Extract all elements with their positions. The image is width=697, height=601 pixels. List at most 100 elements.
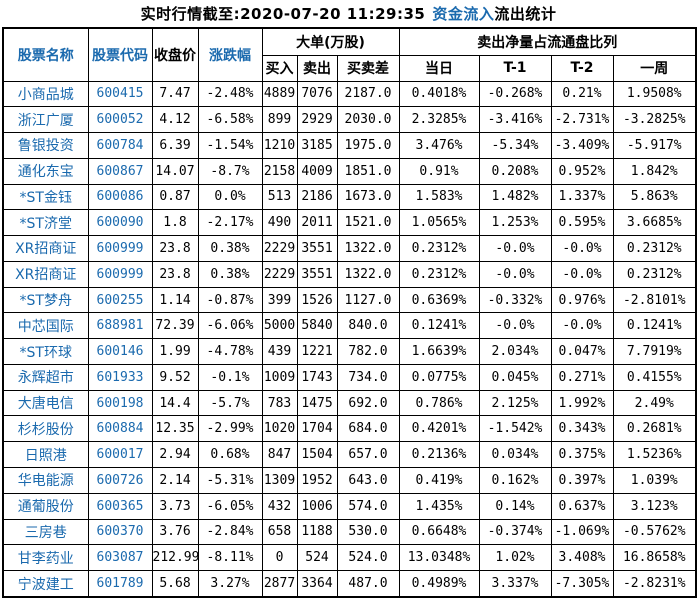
cell-change-pct: -0.87% (197, 286, 263, 314)
cell-stock-code[interactable]: 600255 (87, 286, 153, 314)
cell-stock-name[interactable]: 小商品城 (2, 80, 89, 108)
cell-close-price: 72.39 (151, 312, 199, 340)
header-close-price: 收盘价 (151, 27, 199, 82)
table-row: 通化东宝 600867 14.07 -8.7% 2158 4009 1851.0… (2, 157, 697, 185)
cell-close-price: 7.47 (151, 80, 199, 108)
cell-stock-code[interactable]: 600884 (87, 415, 153, 443)
cell-close-price: 1.99 (151, 338, 199, 365)
cell-buy-volume: 1020 (261, 415, 298, 443)
cell-stock-name[interactable]: *ST金钰 (2, 183, 89, 211)
table-row: 宁波建工 601789 5.68 3.27% 2877 3364 487.0 0… (2, 570, 697, 598)
cell-change-pct: -2.17% (197, 209, 263, 237)
table-row: 通葡股份 600365 3.73 -6.05% 432 1006 574.0 1… (2, 492, 697, 520)
cell-net-sell-week: 16.8658% (612, 544, 697, 572)
cell-stock-name[interactable]: 通化东宝 (2, 157, 89, 185)
cell-net-sell-t1: 3.337% (478, 570, 552, 598)
cell-stock-name[interactable]: 大唐电信 (2, 389, 89, 417)
header-row-sub: 买入 卖出 买卖差 当日 T-1 T-2 一周 (3, 54, 697, 82)
cell-sell-volume: 2186 (296, 183, 338, 211)
cell-stock-name[interactable]: 宁波建工 (2, 570, 89, 598)
header-stock-name[interactable]: 股票名称 (2, 27, 89, 82)
cell-close-price: 0.87 (151, 183, 199, 211)
cell-net-sell-t2: 0.375% (550, 441, 614, 468)
cell-stock-code[interactable]: 688981 (87, 312, 153, 340)
cell-sell-volume: 1188 (296, 518, 338, 546)
cell-buy-volume: 0 (261, 544, 298, 572)
cell-stock-code[interactable]: 601789 (87, 570, 153, 598)
cell-sell-volume: 2011 (296, 209, 338, 237)
cell-stock-code[interactable]: 600415 (87, 80, 153, 108)
cell-buy-volume: 2229 (261, 235, 298, 262)
header-change-pct[interactable]: 涨跌幅 (197, 27, 263, 82)
cell-stock-code[interactable]: 600052 (87, 106, 153, 134)
cell-sell-volume: 1221 (296, 338, 338, 365)
header-group-net-sell-ratio: 卖出净量占流通盘比列 (398, 27, 697, 56)
cell-stock-name[interactable]: 杉杉股份 (2, 415, 89, 443)
cell-buy-sell-diff: 1851.0 (336, 157, 400, 185)
header-buy: 买入 (261, 54, 298, 82)
cell-net-sell-week: 1.9508% (612, 80, 697, 108)
cell-net-sell-t1: -0.268% (478, 80, 552, 108)
cell-buy-sell-diff: 574.0 (336, 492, 400, 520)
cell-sell-volume: 1006 (296, 492, 338, 520)
cell-stock-name[interactable]: 甘李药业 (2, 544, 89, 572)
cell-buy-volume: 513 (261, 183, 298, 211)
cell-change-pct: -6.05% (197, 492, 263, 520)
table-body: 小商品城 600415 7.47 -2.48% 4889 7076 2187.0… (2, 80, 697, 598)
cell-stock-code[interactable]: 600017 (87, 441, 153, 468)
header-stock-code[interactable]: 股票代码 (87, 27, 153, 82)
cell-stock-code[interactable]: 600784 (87, 132, 153, 159)
cell-change-pct: -2.84% (197, 518, 263, 546)
cell-net-sell-today: 1.583% (398, 183, 480, 211)
cell-stock-name[interactable]: *ST环球 (2, 338, 89, 365)
cell-buy-sell-diff: 734.0 (336, 363, 400, 391)
cell-stock-name[interactable]: *ST梦舟 (2, 286, 89, 314)
cell-stock-name[interactable]: 三房巷 (2, 518, 89, 546)
cell-sell-volume: 1475 (296, 389, 338, 417)
cell-change-pct: -5.31% (197, 466, 263, 494)
cell-stock-code[interactable]: 600198 (87, 389, 153, 417)
cell-stock-name[interactable]: XR招商证 (2, 260, 89, 288)
cell-close-price: 14.4 (151, 389, 199, 417)
cell-net-sell-week: 3.123% (612, 492, 697, 520)
cell-net-sell-week: -2.8101% (612, 286, 697, 314)
cell-stock-name[interactable]: 华电能源 (2, 466, 89, 494)
cell-stock-name[interactable]: *ST济堂 (2, 209, 89, 237)
cell-net-sell-today: 1.0565% (398, 209, 480, 237)
cell-net-sell-week: 0.2312% (612, 260, 697, 288)
cell-stock-name[interactable]: 日照港 (2, 441, 89, 468)
header-one-week: 一周 (612, 54, 697, 82)
cell-stock-code[interactable]: 600726 (87, 466, 153, 494)
cell-net-sell-today: 0.4201% (398, 415, 480, 443)
cell-stock-code[interactable]: 600867 (87, 157, 153, 185)
cell-net-sell-week: -0.5762% (612, 518, 697, 546)
cell-stock-name[interactable]: 永辉超市 (2, 363, 89, 391)
stock-flow-table: 股票名称 股票代码 收盘价 涨跌幅 大单(万股) 卖出净量占流通盘比列 买入 卖… (2, 27, 697, 598)
cell-stock-code[interactable]: 600090 (87, 209, 153, 237)
cell-stock-name[interactable]: 中芯国际 (2, 312, 89, 340)
cell-stock-code[interactable]: 601933 (87, 363, 153, 391)
cell-sell-volume: 1504 (296, 441, 338, 468)
cell-stock-name[interactable]: 鲁银投资 (2, 132, 89, 159)
cell-stock-code[interactable]: 600370 (87, 518, 153, 546)
cell-stock-code[interactable]: 603087 (87, 544, 153, 572)
cell-stock-code[interactable]: 600086 (87, 183, 153, 211)
cell-buy-sell-diff: 2030.0 (336, 106, 400, 134)
cell-sell-volume: 5840 (296, 312, 338, 340)
cell-stock-code[interactable]: 600999 (87, 260, 153, 288)
cell-close-price: 2.94 (151, 441, 199, 468)
cell-net-sell-t1: 0.162% (478, 466, 552, 494)
cell-stock-code[interactable]: 600146 (87, 338, 153, 365)
cell-close-price: 3.76 (151, 518, 199, 546)
cell-change-pct: -1.54% (197, 132, 263, 159)
cell-change-pct: 0.68% (197, 441, 263, 468)
cell-stock-code[interactable]: 600365 (87, 492, 153, 520)
cell-stock-code[interactable]: 600999 (87, 235, 153, 262)
cell-stock-name[interactable]: 浙江广厦 (2, 106, 89, 134)
table-row: 大唐电信 600198 14.4 -5.7% 783 1475 692.0 0.… (2, 389, 697, 417)
cell-net-sell-t1: -0.0% (478, 260, 552, 288)
cell-stock-name[interactable]: 通葡股份 (2, 492, 89, 520)
table-row: 三房巷 600370 3.76 -2.84% 658 1188 530.0 0.… (2, 518, 697, 546)
table-row: *ST济堂 600090 1.8 -2.17% 490 2011 1521.0 … (2, 209, 697, 237)
cell-stock-name[interactable]: XR招商证 (2, 235, 89, 262)
